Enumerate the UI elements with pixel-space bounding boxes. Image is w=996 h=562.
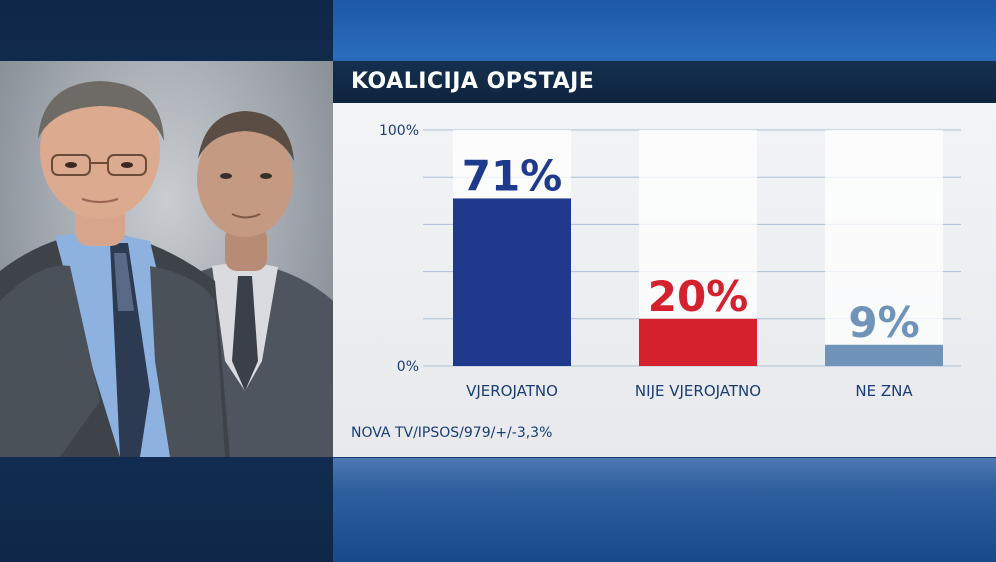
photo-illustration (0, 81, 333, 457)
bar-value-label: 71% (462, 151, 563, 200)
bars-group (453, 130, 943, 366)
bar (453, 198, 571, 366)
bar (639, 318, 757, 366)
category-label: NE ZNA (855, 382, 913, 400)
politicians-photo (0, 61, 333, 457)
bar-value-label: 20% (648, 272, 749, 321)
y-tick-label: 0% (397, 359, 419, 375)
category-label: NIJE VJEROJATNO (635, 382, 761, 400)
bar-value-label: 9% (848, 298, 919, 347)
y-tick-label: 100% (379, 123, 419, 139)
bar-chart: 0% 100% 71% VJEROJATNO 20% NIJE VJEROJATNO 9% N… (379, 123, 961, 400)
labels-group: 0% 100% 71% VJEROJATNO 20% NIJE VJEROJATNO 9% N… (379, 123, 920, 400)
chart-title: KOALICIJA OPSTAJE (351, 69, 595, 94)
bar (825, 344, 943, 366)
man-left-figure (0, 81, 230, 457)
source-note: NOVA TV/IPSOS/979/+/-3,3% (351, 425, 553, 441)
title-bar: KOALICIJA OPSTAJE (333, 61, 996, 103)
category-label: VJEROJATNO (466, 382, 558, 400)
chart-panel: 0% 100% 71% VJEROJATNO 20% NIJE VJEROJATNO 9% N… (333, 103, 996, 457)
bar-background (825, 130, 943, 366)
bottom-band (333, 458, 996, 562)
